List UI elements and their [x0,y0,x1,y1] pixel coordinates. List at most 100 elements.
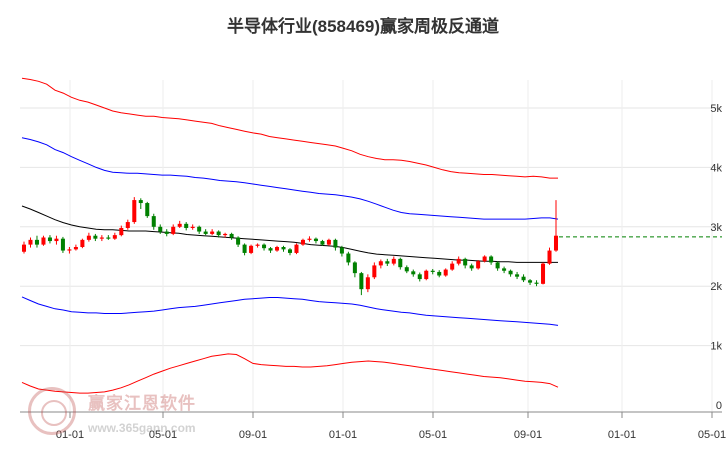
candle [151,213,156,230]
candle [275,245,280,252]
candle [515,271,520,280]
candle [138,198,143,209]
candle-body [391,258,396,264]
candle [411,269,416,277]
candle-body [352,262,357,274]
candle-body [171,226,176,234]
candle-body [268,248,273,251]
candle [352,261,357,278]
candle-body [450,263,455,270]
candle [249,244,254,255]
candle-body [385,261,390,264]
candle-body [73,246,78,250]
candle-body [138,200,143,204]
candle-body [437,271,442,276]
candle [489,255,494,265]
candle-body [411,271,416,275]
candle-body [249,245,254,253]
candle [528,279,533,286]
candle [346,251,351,266]
y-tick-label: 3k [710,222,722,234]
grid-lines [20,80,722,412]
candle-body [190,226,195,228]
candle [307,236,312,242]
candle-body [67,249,72,251]
candle [262,243,267,251]
candle-body [398,258,403,268]
candle-body [125,222,130,228]
candle [476,260,481,270]
candle-body [184,223,189,228]
y-tick-label: 4k [710,162,722,174]
candle [495,261,500,271]
candle [333,238,338,251]
chart-title: 半导体行业(858469)赢家周极反通道 [226,17,500,36]
candle [313,237,318,244]
candle [210,229,215,236]
candle-body [242,244,247,253]
candle-body [112,235,117,239]
candle [125,219,130,230]
candle [21,241,27,254]
candle [67,246,72,254]
candle [553,200,559,252]
candle [80,238,85,249]
candle [294,243,299,255]
candle-body [424,270,429,280]
upper-outer-channel-line [21,77,558,179]
candle-body [534,282,539,284]
candle [508,269,513,277]
y-tick-label: 1k [710,341,722,353]
candle-body [281,246,286,250]
candle-body [443,269,448,276]
candle [534,280,539,287]
candle-body [275,246,280,251]
candle-body [21,244,27,252]
lower-outer-channel-line [21,353,559,394]
candle-body [34,239,39,245]
candle-body [86,235,91,240]
watermark-logo-icon [28,387,76,435]
watermark: 赢家江恩软件 www.365gann.com [20,385,230,445]
candle-body [547,250,552,264]
candle [541,262,546,285]
candle [229,232,234,240]
candle-body [417,274,422,280]
candle [320,239,325,246]
candle [287,248,293,256]
x-tick-label: 05-01 [698,429,726,441]
candle [443,268,448,277]
candle-body [145,203,150,217]
candle [547,247,552,265]
candle-body [469,265,474,269]
candle-body [541,263,546,284]
candle-body [489,256,494,263]
candle-body [255,244,260,246]
candle [119,225,124,237]
upper-inner-channel-line [21,137,559,220]
candle [203,229,208,236]
candle-body [456,258,461,264]
candle [339,245,344,257]
candle-body [463,258,468,266]
candle [456,256,461,266]
candle-body [197,226,202,232]
candle [502,266,507,274]
candle-body [47,237,52,242]
candle [365,274,370,293]
candle [404,265,409,274]
candle [164,229,169,237]
candle [430,268,435,275]
candle-body [528,280,533,283]
middle-channel-line [21,205,558,263]
candle-body [262,244,267,249]
candle-body [132,200,137,223]
candle-body [223,233,228,236]
candle [197,225,202,234]
x-tick-label: 05-01 [419,429,447,441]
candle [521,274,526,283]
candle [223,232,228,238]
candlesticks [21,197,559,296]
candle [463,257,468,269]
